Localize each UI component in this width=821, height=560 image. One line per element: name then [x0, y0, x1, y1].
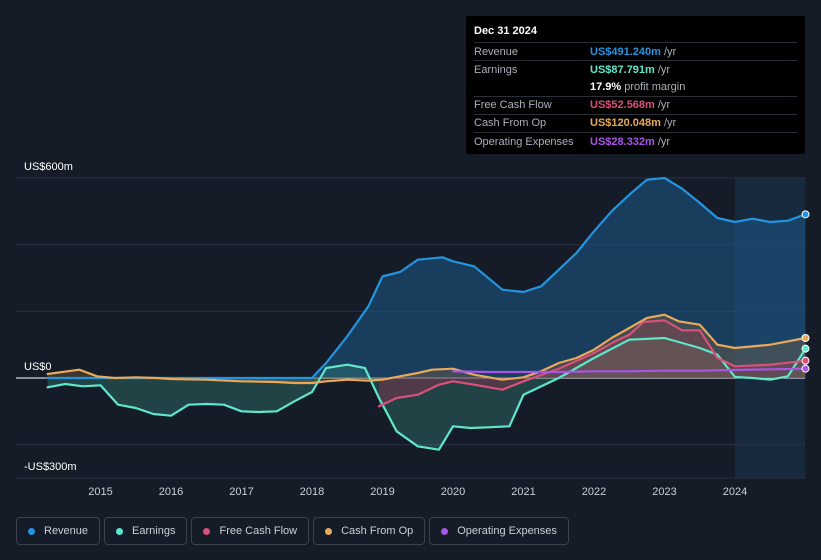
legend-label: Revenue: [44, 525, 89, 537]
tooltip-value: 17.9%: [590, 80, 622, 93]
tooltip-value: US$52.568m: [590, 99, 655, 112]
tooltip-row-cash-from-op: Cash From Op US$120.048m /yr: [474, 113, 797, 132]
tooltip-label: Operating Expenses: [474, 135, 574, 148]
tooltip-unit: /yr: [663, 117, 677, 130]
y-label-zero: US$0: [24, 361, 52, 373]
area-earnings: [47, 338, 806, 450]
legend-dot-icon: [116, 527, 124, 535]
x-axis-ticks: 2015 2016 2017 2018 2019 2020 2021 2022 2023 2024: [88, 486, 747, 498]
tooltip-row-free-cash-flow: Free Cash Flow US$52.568m /yr: [474, 95, 797, 114]
endpoint-cash-from-op: [801, 334, 810, 342]
legend-label: Operating Expenses: [457, 525, 557, 537]
series-endpoints: [801, 210, 810, 373]
legend-label: Cash From Op: [341, 525, 414, 537]
x-tick-label: 2023: [652, 486, 676, 498]
line-revenue: [46, 176, 807, 380]
legend-dot-icon: [325, 527, 333, 535]
tooltip-value: US$120.048m: [590, 117, 661, 130]
line-earnings: [46, 336, 807, 451]
chart-legend: Revenue Earnings Free Cash Flow Cash Fro…: [16, 517, 573, 545]
endpoint-operating-expenses: [801, 364, 810, 373]
endpoint-revenue: [801, 210, 810, 219]
y-label-bottom: -US$300m: [24, 461, 77, 473]
tooltip-unit: /yr: [657, 135, 671, 148]
line-free-cash-flow: [377, 319, 807, 408]
y-label-top: US$600m: [24, 161, 73, 173]
line-operating-expenses: [451, 367, 807, 374]
tooltip-unit: /yr: [657, 99, 671, 112]
tooltip-value: US$28.332m: [590, 135, 655, 148]
tooltip-date: Dec 31 2024: [474, 25, 537, 37]
legend-label: Free Cash Flow: [219, 525, 298, 537]
line-cash-from-op: [46, 313, 807, 385]
tooltip-label: Free Cash Flow: [474, 99, 552, 112]
x-tick-label: 2016: [159, 486, 183, 498]
data-tooltip: Dec 31 2024 Revenue US$491.240m /yr Earn…: [466, 16, 805, 154]
legend-item-earnings[interactable]: Earnings: [104, 517, 188, 545]
x-tick-label: 2024: [723, 486, 747, 498]
x-tick-label: 2020: [441, 486, 465, 498]
x-tick-label: 2018: [300, 486, 324, 498]
x-tick-label: 2017: [229, 486, 253, 498]
tooltip-row-earnings: Earnings US$87.791m /yr: [474, 60, 797, 78]
area-revenue: [47, 178, 806, 378]
legend-dot-icon: [203, 527, 211, 535]
tooltip-row-revenue: Revenue US$491.240m /yr: [474, 42, 797, 60]
area-cash-from-op: [47, 314, 806, 383]
x-tick-label: 2015: [88, 486, 112, 498]
tooltip-label: Earnings: [474, 63, 518, 76]
x-tick-label: 2019: [370, 486, 394, 498]
legend-dot-icon: [28, 527, 35, 535]
series-areas: [47, 178, 806, 450]
tooltip-value: US$87.791m: [590, 63, 655, 76]
tooltip-unit: /yr: [657, 63, 671, 76]
legend-label: Earnings: [132, 525, 176, 537]
tooltip-row-profit-margin: 17.9% profit margin: [474, 78, 797, 95]
tooltip-row-operating-expenses: Operating Expenses US$28.332m /yr: [474, 131, 797, 150]
legend-item-operating-expenses[interactable]: Operating Expenses: [429, 517, 569, 545]
area-free-cash-flow: [379, 320, 806, 407]
legend-item-revenue[interactable]: Revenue: [16, 517, 101, 545]
legend-dot-icon: [441, 527, 449, 535]
x-tick-label: 2021: [511, 486, 535, 498]
tooltip-label: Cash From Op: [474, 117, 547, 130]
tooltip-unit: profit margin: [624, 80, 686, 93]
tooltip-label: Revenue: [474, 45, 519, 58]
endpoint-earnings: [801, 344, 810, 353]
tooltip-unit: /yr: [663, 45, 677, 58]
legend-item-free-cash-flow[interactable]: Free Cash Flow: [191, 517, 310, 545]
endpoint-free-cash-flow: [801, 356, 810, 365]
x-tick-label: 2022: [582, 486, 606, 498]
series-lines: [46, 176, 807, 451]
legend-item-cash-from-op[interactable]: Cash From Op: [313, 517, 426, 545]
tooltip-value: US$491.240m: [590, 45, 661, 58]
